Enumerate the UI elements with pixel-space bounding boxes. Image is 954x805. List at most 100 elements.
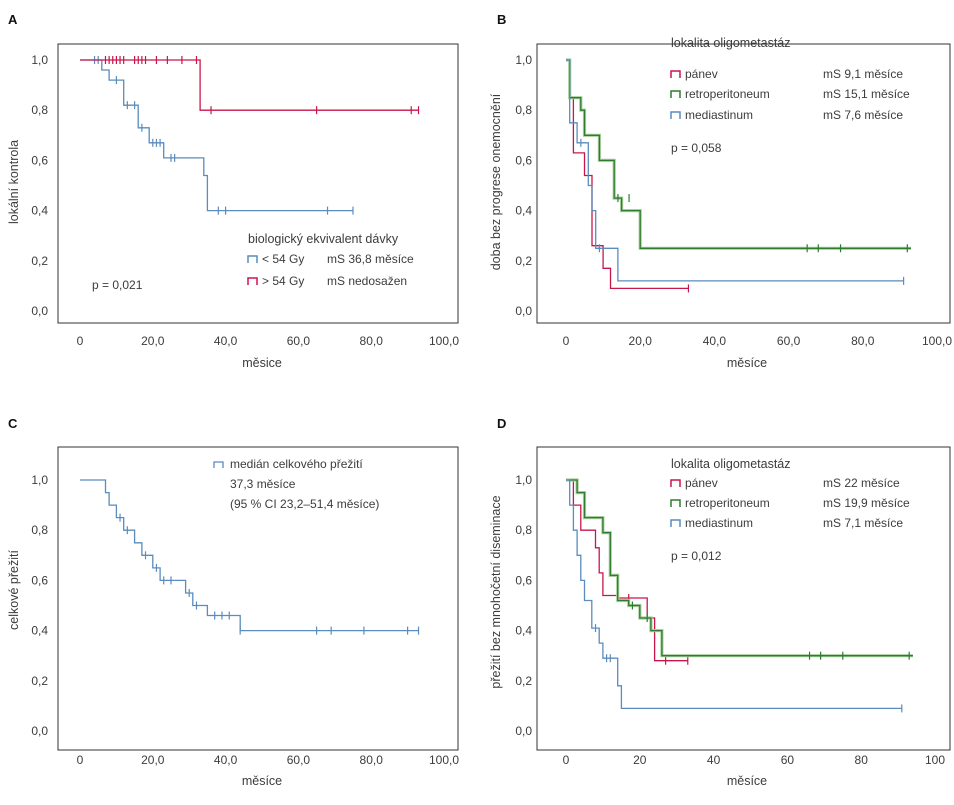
y-tick-label: 0,2 — [515, 254, 532, 268]
x-tick-label: 100,0 — [429, 334, 459, 348]
y-tick-label: 0,4 — [31, 624, 48, 638]
legend-swatch — [247, 277, 258, 285]
legend-swatch — [670, 90, 681, 98]
y-tick-label: 0,2 — [31, 254, 48, 268]
legend-median: mS 9,1 měsíce — [823, 67, 903, 81]
legend-series-name: retroperitoneum — [685, 87, 770, 101]
x-axis-label: měsíce — [727, 356, 767, 370]
x-axis-label: měsice — [242, 356, 282, 370]
legend-series-name: mediastinum — [685, 108, 753, 122]
legend-series-name: > 54 Gy — [262, 274, 304, 288]
legend-series-name: mediastinum — [685, 516, 753, 530]
legend-swatch — [670, 111, 681, 119]
x-axis-label: měsíce — [242, 774, 282, 788]
plot-frame — [57, 43, 459, 324]
y-axis-label: lokální kontrola — [7, 140, 21, 224]
legend-swatch — [213, 461, 224, 468]
panel-label-D: D — [497, 416, 506, 431]
panel-label-B: B — [497, 12, 506, 27]
x-tick-label: 80,0 — [360, 334, 384, 348]
y-tick-label: 0,4 — [515, 624, 532, 638]
y-tick-label: 0,6 — [31, 573, 48, 587]
x-tick-label: 100,0 — [922, 334, 952, 348]
series-line-gy — [80, 59, 353, 212]
series-line-retroperitoneum — [566, 59, 911, 249]
y-tick-label: 0,6 — [515, 153, 532, 167]
x-axis-label: měsíce — [727, 774, 767, 788]
series-line-pnev — [566, 59, 689, 290]
legend-text: 37,3 měsíce — [230, 477, 296, 491]
x-tick-label: 0 — [77, 753, 84, 767]
series-line-gy — [80, 59, 419, 111]
x-tick-label: 0 — [77, 334, 84, 348]
legend-median: mS 7,6 měsíce — [823, 108, 903, 122]
y-tick-label: 0,2 — [515, 674, 532, 688]
y-tick-label: 1,0 — [31, 53, 48, 67]
legend-text: (95 % CI 23,2–51,4 měsíce) — [230, 497, 379, 511]
series-line-mediastinum — [566, 59, 904, 282]
legend-title: biologický ekvivalent dávky — [248, 232, 399, 246]
y-tick-label: 0,0 — [31, 304, 48, 318]
plot-frame — [536, 446, 951, 751]
x-tick-label: 20 — [633, 753, 647, 767]
legend-median: mS 36,8 měsíce — [327, 252, 414, 266]
y-tick-label: 0,0 — [515, 724, 532, 738]
p-value: p = 0,021 — [92, 278, 143, 292]
y-tick-label: 0,4 — [31, 204, 48, 218]
x-tick-label: 80,0 — [851, 334, 875, 348]
x-tick-label: 100 — [925, 753, 945, 767]
x-tick-label: 40 — [707, 753, 721, 767]
x-tick-label: 40,0 — [703, 334, 727, 348]
series-line-medincelkovhopeit — [80, 479, 419, 632]
x-tick-label: 40,0 — [214, 334, 238, 348]
x-tick-label: 20,0 — [141, 334, 165, 348]
legend-median: mS nedosažen — [327, 274, 407, 288]
y-tick-label: 0,0 — [515, 304, 532, 318]
legend-median: mS 15,1 měsíce — [823, 87, 910, 101]
x-tick-label: 60,0 — [287, 753, 311, 767]
y-tick-label: 0,4 — [515, 204, 532, 218]
legend-median: mS 19,9 měsíce — [823, 496, 910, 510]
y-axis-label: přežití bez mnohočetní diseminace — [489, 495, 503, 688]
y-tick-label: 1,0 — [515, 53, 532, 67]
x-tick-label: 60,0 — [777, 334, 801, 348]
panel-label-A: A — [8, 12, 18, 27]
series-line-retroperitoneum — [566, 479, 913, 657]
y-tick-label: 0,8 — [515, 103, 532, 117]
legend-swatch — [670, 519, 681, 527]
legend-swatch — [670, 479, 681, 487]
x-tick-label: 60 — [781, 753, 795, 767]
y-tick-label: 0,2 — [31, 674, 48, 688]
plot-frame — [57, 446, 459, 751]
legend-title: lokalita oligometastáz — [671, 36, 791, 50]
y-tick-label: 0,8 — [515, 523, 532, 537]
x-tick-label: 0 — [563, 334, 570, 348]
x-tick-label: 100,0 — [429, 753, 459, 767]
series-line-mediastinum — [566, 479, 902, 710]
x-tick-label: 60,0 — [287, 334, 311, 348]
y-tick-label: 0,8 — [31, 523, 48, 537]
y-tick-label: 1,0 — [31, 473, 48, 487]
legend-median: mS 7,1 měsíce — [823, 516, 903, 530]
x-tick-label: 80 — [855, 753, 869, 767]
legend-series-name: < 54 Gy — [262, 252, 304, 266]
legend-series-name: retroperitoneum — [685, 496, 770, 510]
y-tick-label: 0,8 — [31, 103, 48, 117]
legend-swatch — [670, 70, 681, 78]
y-tick-label: 0,6 — [31, 153, 48, 167]
p-value: p = 0,012 — [671, 549, 722, 563]
x-tick-label: 20,0 — [629, 334, 653, 348]
y-axis-label: doba bez progrese onemocnění — [489, 93, 503, 270]
legend-swatch — [247, 255, 258, 263]
y-tick-label: 0,0 — [31, 724, 48, 738]
x-tick-label: 0 — [563, 753, 570, 767]
legend-series-name: pánev — [685, 67, 718, 81]
x-tick-label: 20,0 — [141, 753, 165, 767]
legend-title: lokalita oligometastáz — [671, 457, 791, 471]
y-axis-label: celkové přežití — [7, 550, 21, 630]
legend-swatch — [670, 499, 681, 507]
p-value: p = 0,058 — [671, 141, 722, 155]
x-tick-label: 80,0 — [360, 753, 384, 767]
x-tick-label: 40,0 — [214, 753, 238, 767]
